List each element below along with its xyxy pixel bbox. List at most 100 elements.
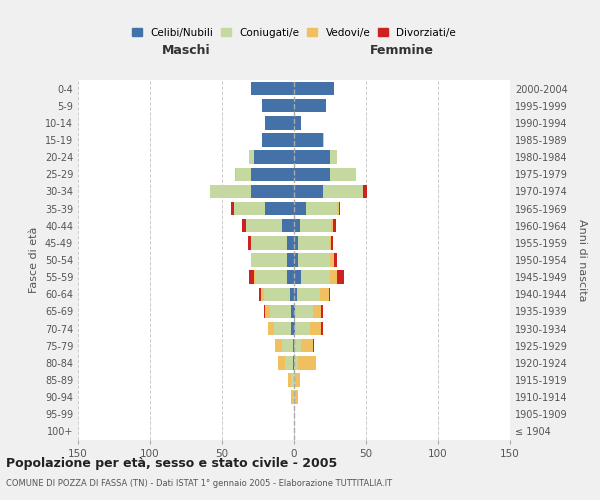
Bar bbox=[295, 322, 310, 336]
Bar bbox=[293, 356, 294, 370]
Y-axis label: Anni di nascita: Anni di nascita bbox=[577, 219, 587, 301]
Bar bbox=[298, 236, 330, 250]
Bar bbox=[251, 236, 287, 250]
Bar bbox=[278, 356, 286, 370]
Bar bbox=[262, 99, 294, 112]
Bar bbox=[294, 116, 301, 130]
Bar bbox=[288, 374, 291, 386]
Bar bbox=[294, 168, 330, 181]
Bar bbox=[322, 322, 323, 336]
Bar bbox=[269, 304, 291, 318]
Bar bbox=[320, 288, 329, 301]
Bar bbox=[274, 322, 291, 336]
Bar bbox=[305, 202, 337, 215]
Bar bbox=[211, 184, 251, 198]
Bar bbox=[291, 374, 294, 386]
Text: COMUNE DI POZZA DI FASSA (TN) - Dati ISTAT 1° gennaio 2005 - Elaborazione TUTTIT: COMUNE DI POZZA DI FASSA (TN) - Dati IST… bbox=[6, 479, 392, 488]
Bar bbox=[255, 270, 287, 284]
Bar bbox=[293, 339, 294, 352]
Text: Popolazione per età, sesso e stato civile - 2005: Popolazione per età, sesso e stato civil… bbox=[6, 458, 337, 470]
Bar bbox=[298, 356, 316, 370]
Bar bbox=[287, 270, 294, 284]
Bar bbox=[301, 270, 330, 284]
Bar bbox=[294, 150, 330, 164]
Bar bbox=[294, 184, 323, 198]
Bar bbox=[291, 390, 293, 404]
Legend: Celibi/Nubili, Coniugati/e, Vedovi/e, Divorziati/e: Celibi/Nubili, Coniugati/e, Vedovi/e, Di… bbox=[132, 28, 456, 38]
Bar bbox=[337, 270, 344, 284]
Bar bbox=[322, 304, 323, 318]
Bar bbox=[294, 339, 301, 352]
Bar bbox=[363, 184, 367, 198]
Bar bbox=[254, 150, 294, 164]
Bar bbox=[294, 99, 326, 112]
Bar bbox=[330, 168, 356, 181]
Bar bbox=[261, 288, 264, 301]
Bar bbox=[295, 374, 300, 386]
Bar bbox=[333, 219, 336, 232]
Bar bbox=[264, 304, 265, 318]
Bar bbox=[294, 270, 301, 284]
Bar bbox=[294, 202, 305, 215]
Bar bbox=[247, 219, 283, 232]
Bar bbox=[313, 339, 314, 352]
Bar bbox=[248, 236, 251, 250]
Bar bbox=[251, 168, 294, 181]
Bar bbox=[330, 270, 337, 284]
Bar bbox=[294, 219, 300, 232]
Bar bbox=[297, 288, 320, 301]
Bar bbox=[265, 304, 269, 318]
Bar bbox=[290, 288, 294, 301]
Bar bbox=[294, 236, 298, 250]
Bar bbox=[230, 202, 233, 215]
Bar bbox=[291, 304, 294, 318]
Bar bbox=[264, 288, 290, 301]
Bar bbox=[250, 150, 254, 164]
Bar bbox=[294, 288, 297, 301]
Text: Maschi: Maschi bbox=[161, 44, 211, 58]
Bar bbox=[283, 219, 294, 232]
Bar bbox=[293, 390, 294, 404]
Bar bbox=[294, 254, 298, 266]
Bar bbox=[301, 339, 313, 352]
Bar bbox=[310, 322, 322, 336]
Bar bbox=[300, 219, 331, 232]
Bar bbox=[251, 82, 294, 96]
Bar bbox=[286, 356, 293, 370]
Bar bbox=[338, 202, 340, 215]
Bar bbox=[294, 356, 298, 370]
Bar bbox=[331, 236, 333, 250]
Bar bbox=[251, 254, 287, 266]
Bar bbox=[287, 236, 294, 250]
Bar bbox=[294, 134, 323, 146]
Bar bbox=[236, 168, 251, 181]
Bar bbox=[251, 184, 294, 198]
Bar bbox=[295, 390, 298, 404]
Bar bbox=[330, 236, 331, 250]
Bar bbox=[330, 254, 334, 266]
Bar bbox=[283, 339, 293, 352]
Bar bbox=[330, 150, 337, 164]
Bar bbox=[233, 202, 265, 215]
Bar bbox=[294, 322, 295, 336]
Bar bbox=[268, 322, 274, 336]
Bar bbox=[294, 390, 295, 404]
Bar bbox=[291, 322, 294, 336]
Bar bbox=[235, 168, 236, 181]
Bar bbox=[337, 202, 338, 215]
Bar bbox=[287, 254, 294, 266]
Bar bbox=[259, 288, 261, 301]
Bar bbox=[294, 374, 295, 386]
Bar bbox=[294, 82, 334, 96]
Bar bbox=[295, 304, 313, 318]
Bar bbox=[323, 134, 324, 146]
Bar bbox=[294, 304, 295, 318]
Bar bbox=[331, 219, 333, 232]
Bar bbox=[275, 339, 283, 352]
Bar bbox=[313, 304, 322, 318]
Text: Femmine: Femmine bbox=[370, 44, 434, 58]
Bar bbox=[334, 254, 337, 266]
Bar bbox=[298, 254, 330, 266]
Y-axis label: Fasce di età: Fasce di età bbox=[29, 227, 39, 293]
Bar bbox=[250, 270, 254, 284]
